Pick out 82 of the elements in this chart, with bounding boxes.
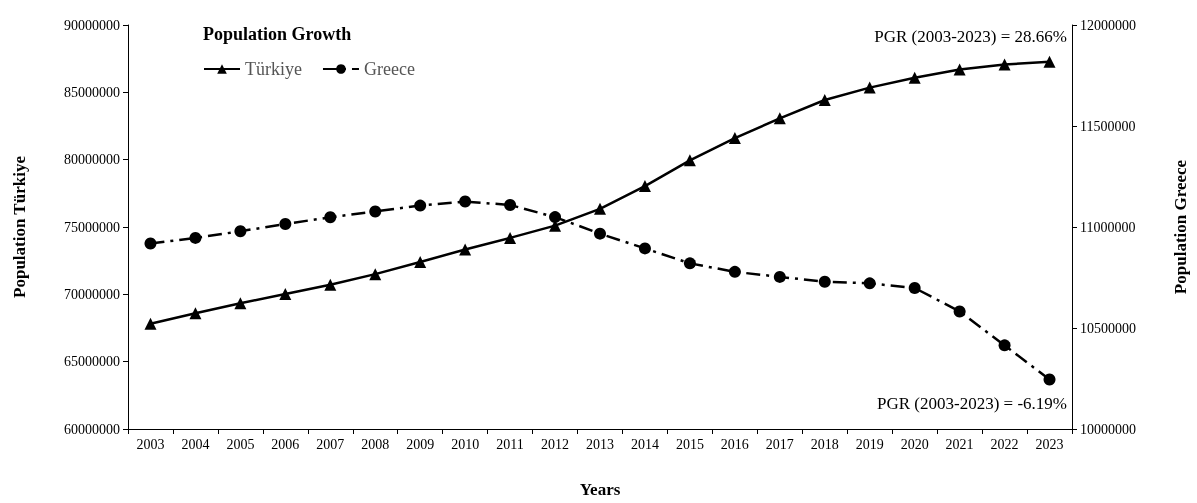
point (953, 63, 966, 76)
point (728, 132, 741, 145)
legend-label: Türkiye (245, 59, 302, 79)
x-tick-label: 2022 (990, 436, 1019, 452)
annotation: PGR (2003-2023) = -6.19% (877, 394, 1068, 413)
point (504, 231, 517, 244)
point (683, 257, 696, 270)
point (279, 288, 292, 301)
y2-tick-label: 11500000 (1080, 118, 1136, 134)
x-tick-label: 2023 (1035, 436, 1064, 452)
x-tick-label: 2005 (226, 436, 255, 452)
point (773, 112, 786, 125)
point (908, 71, 921, 84)
point (414, 256, 427, 269)
point (459, 195, 472, 208)
point (1043, 55, 1056, 68)
point (863, 277, 876, 290)
y2-tick-label: 11000000 (1080, 219, 1136, 235)
annotation: PGR (2003-2023) = 28.66% (874, 27, 1068, 46)
point (998, 58, 1011, 71)
point (908, 282, 921, 294)
y-tick-label: 80000000 (64, 152, 120, 168)
point (324, 211, 337, 224)
y-tick-label: 90000000 (64, 17, 120, 33)
y-tick-label: 65000000 (64, 354, 120, 370)
point (369, 268, 382, 281)
x-tick-label: 2010 (451, 436, 480, 452)
point (863, 81, 876, 94)
point (144, 317, 157, 330)
chart-title: Population Growth (203, 24, 352, 44)
x-tick-label: 2019 (855, 436, 884, 452)
x-tick-label: 2016 (720, 436, 749, 452)
point (638, 242, 651, 255)
point (818, 275, 831, 288)
legend-label: Greece (363, 59, 415, 79)
point (279, 217, 292, 230)
point (189, 231, 202, 244)
x-tick-label: 2013 (586, 436, 614, 452)
point (504, 198, 517, 211)
x-tick-label: 2003 (136, 436, 165, 452)
x-tick-label: 2008 (361, 436, 390, 452)
point (144, 237, 157, 250)
point (189, 307, 202, 320)
x-tick-label: 2018 (810, 436, 839, 452)
point (594, 202, 606, 215)
x-tick-label: 2011 (496, 436, 524, 452)
x-tick-label: 2006 (271, 436, 300, 452)
point (459, 243, 472, 256)
point (818, 94, 831, 107)
point (683, 154, 696, 167)
point (594, 227, 606, 240)
point (414, 199, 427, 212)
point (549, 211, 562, 224)
x-tick-label: 2017 (765, 436, 794, 452)
x-tick-label: 2015 (675, 436, 704, 452)
y-tick-label: 85000000 (64, 84, 120, 100)
x-axis-title: Years (579, 480, 621, 499)
y2-axis-title: Population Greece (1171, 159, 1190, 295)
point (728, 265, 741, 278)
point (369, 205, 382, 218)
x-tick-label: 2004 (181, 436, 210, 452)
x-tick-label: 2020 (900, 436, 929, 452)
x-tick-label: 2009 (406, 436, 435, 452)
x-tick-label: 2021 (945, 436, 974, 452)
point (953, 305, 966, 318)
point (324, 278, 337, 291)
y-tick-label: 75000000 (64, 219, 120, 235)
point (773, 270, 786, 283)
point (998, 339, 1011, 352)
point (1043, 373, 1056, 386)
y2-tick-label: 10000000 (1080, 421, 1136, 437)
x-tick-label: 2012 (541, 436, 570, 452)
x-tick-label: 2007 (316, 436, 345, 452)
point (234, 297, 247, 310)
point (638, 180, 651, 193)
x-tick-label: 2014 (630, 436, 659, 452)
y-tick-label: 60000000 (64, 421, 120, 437)
y-tick-label: 70000000 (64, 286, 120, 302)
y-axis-title: Population Türkiye (10, 155, 29, 298)
point (234, 225, 247, 238)
y2-tick-label: 10500000 (1080, 320, 1136, 336)
y2-tick-label: 12000000 (1080, 17, 1136, 33)
